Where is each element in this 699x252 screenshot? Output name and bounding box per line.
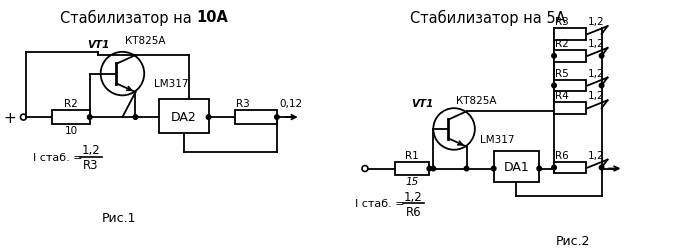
Text: R2: R2 (64, 99, 78, 109)
Bar (554, 162, 586, 174)
Text: 1,2: 1,2 (81, 144, 100, 156)
Bar (395, 162, 429, 176)
Circle shape (491, 167, 496, 171)
Circle shape (552, 84, 556, 88)
Circle shape (206, 115, 211, 120)
Text: I стаб. =: I стаб. = (34, 152, 87, 162)
Circle shape (537, 167, 542, 171)
Circle shape (552, 54, 556, 59)
Text: 1,2: 1,2 (588, 91, 605, 101)
Text: 0,12: 0,12 (280, 99, 303, 109)
Text: VT1: VT1 (87, 40, 109, 50)
Text: R5: R5 (555, 68, 569, 78)
Circle shape (431, 167, 435, 171)
Bar (52, 111, 89, 124)
Text: LM317: LM317 (480, 134, 514, 144)
Bar (159, 100, 208, 133)
Text: Стабилизатор на 5А: Стабилизатор на 5А (410, 10, 565, 26)
Text: R3: R3 (83, 159, 99, 171)
Text: R6: R6 (405, 205, 421, 218)
Bar (554, 80, 586, 92)
Text: 10: 10 (64, 125, 78, 136)
Text: VT1: VT1 (412, 99, 434, 109)
Text: +: + (3, 110, 17, 125)
Circle shape (275, 115, 279, 120)
Text: R1: R1 (405, 150, 419, 160)
Text: Рис.2: Рис.2 (556, 234, 590, 247)
Text: R6: R6 (555, 150, 569, 160)
Text: R4: R4 (555, 91, 569, 101)
Text: 15: 15 (405, 177, 419, 187)
Text: КТ825А: КТ825А (456, 96, 496, 106)
Text: 1,2: 1,2 (588, 39, 605, 49)
Text: 1,2: 1,2 (588, 68, 605, 78)
Text: КТ825А: КТ825А (125, 36, 166, 46)
Bar (554, 103, 586, 115)
Circle shape (464, 167, 469, 171)
Circle shape (599, 54, 604, 59)
Text: Стабилизатор на: Стабилизатор на (60, 10, 196, 26)
Text: 1,2: 1,2 (588, 17, 605, 27)
Bar (554, 29, 586, 41)
Circle shape (599, 84, 604, 88)
Text: DA2: DA2 (171, 110, 196, 123)
Text: R2: R2 (555, 39, 569, 49)
Text: I стаб. =: I стаб. = (355, 198, 408, 208)
Circle shape (427, 167, 431, 171)
Text: LM317: LM317 (154, 78, 189, 88)
Bar (554, 51, 586, 62)
Circle shape (599, 166, 604, 170)
Text: DA1: DA1 (503, 161, 529, 173)
Text: 10А: 10А (196, 10, 229, 25)
Circle shape (552, 166, 556, 170)
Circle shape (87, 115, 92, 120)
Bar (236, 111, 277, 124)
Text: R3: R3 (555, 17, 569, 27)
Text: Рис.1: Рис.1 (102, 212, 137, 225)
Circle shape (134, 115, 138, 120)
Text: R3: R3 (236, 99, 250, 109)
Text: 1,2: 1,2 (404, 190, 423, 203)
Text: 1,2: 1,2 (588, 150, 605, 160)
Bar (493, 151, 539, 183)
